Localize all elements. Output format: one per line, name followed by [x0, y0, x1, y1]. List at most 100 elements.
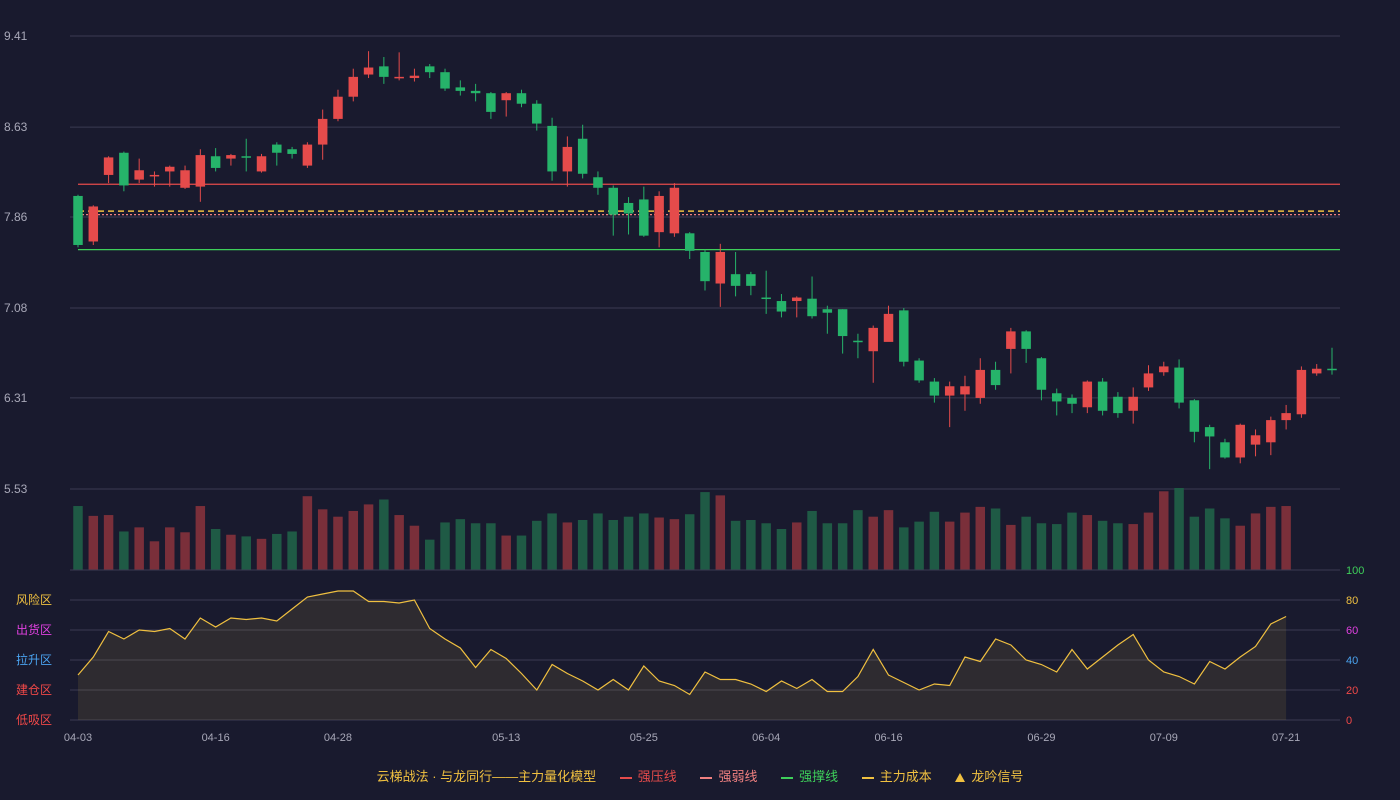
candle: [639, 186, 649, 237]
volume-bar: [700, 492, 710, 570]
candle-body: [256, 156, 267, 172]
candle-body: [792, 297, 802, 302]
legend-item-strong-support: 强撑线: [781, 766, 838, 785]
candle: [1159, 361, 1169, 376]
volume-bar: [165, 527, 175, 570]
candle-body: [363, 67, 374, 75]
volume-bar: [256, 538, 267, 570]
candle-body: [776, 301, 787, 312]
candle-body: [195, 155, 206, 187]
candle: [379, 57, 389, 84]
indicator-area: [78, 591, 1287, 720]
candle-body: [562, 146, 573, 172]
triangle-up-icon: [955, 773, 966, 783]
legend-label: 强撑线: [799, 769, 839, 784]
legend-item-main-cost: 主力成本: [861, 766, 932, 785]
candle: [547, 117, 557, 181]
candle-body: [1189, 400, 1200, 432]
volume-bar: [684, 514, 695, 570]
candle-body: [226, 155, 236, 159]
candle: [486, 92, 496, 119]
volume-bar: [562, 522, 573, 570]
volume-bar: [134, 527, 144, 570]
candle-body: [409, 75, 420, 79]
volume-bar: [195, 506, 206, 570]
volume-bar: [761, 523, 771, 570]
candle: [302, 142, 313, 168]
candle: [1143, 365, 1154, 391]
candle: [532, 100, 542, 131]
candle: [975, 358, 986, 404]
volume-bar: [394, 515, 404, 570]
horizontal-lines: [78, 183, 1340, 251]
volume-bar: [1204, 508, 1215, 570]
candles: [73, 51, 1337, 470]
date-tick-label: 04-16: [202, 732, 230, 744]
candle-body: [470, 90, 481, 94]
volume-bar: [1235, 525, 1245, 570]
volume-bar: [746, 519, 756, 570]
candle: [868, 325, 878, 383]
candle: [73, 194, 83, 248]
candle-body: [241, 156, 251, 158]
volume-bar: [608, 519, 618, 570]
volume-bar: [1143, 512, 1154, 570]
candle: [1281, 404, 1291, 430]
volume-bar: [929, 511, 940, 570]
candle-body: [180, 170, 190, 188]
volume-bar: [241, 536, 251, 570]
legend-line-solid-icon: [781, 776, 794, 779]
zone-label: 风险区: [16, 592, 52, 607]
candle: [1296, 366, 1307, 418]
candle-body: [1311, 368, 1322, 374]
legend-label: 强压线: [637, 769, 677, 784]
candle: [455, 80, 466, 96]
candle-body: [88, 206, 99, 242]
candle-body: [593, 177, 603, 188]
candle-body: [990, 369, 1001, 386]
volume-bar: [1097, 520, 1108, 570]
price-tick-label: 6.31: [4, 391, 28, 405]
volume-bar: [1021, 516, 1031, 570]
indicator-tick-label: 20: [1346, 685, 1358, 697]
legend-line-solid-icon: [619, 776, 632, 779]
volume-bar: [837, 523, 848, 570]
candle: [593, 171, 603, 195]
candle-body: [684, 233, 695, 251]
volume-bar: [623, 516, 634, 570]
date-tick-label: 06-29: [1027, 732, 1055, 744]
legend-item-strong-pressure: 强压线: [619, 766, 677, 785]
candle-body: [1220, 442, 1230, 458]
candle: [1067, 394, 1077, 414]
candle-body: [944, 386, 955, 396]
zone-label: 低吸区: [16, 713, 52, 727]
candle-body: [1128, 396, 1138, 411]
candle-body: [424, 66, 435, 73]
volume-bar: [853, 510, 863, 570]
candle: [1250, 429, 1261, 457]
candle: [746, 271, 756, 296]
candle: [776, 294, 787, 318]
candle: [837, 309, 848, 354]
volume-bar: [1036, 523, 1047, 570]
candle: [394, 52, 404, 81]
volume-bar: [577, 519, 588, 570]
candle: [1189, 399, 1200, 443]
volume-bar: [409, 525, 420, 570]
volume-bar: [287, 531, 297, 570]
candle: [119, 151, 129, 192]
candle-body: [746, 274, 756, 286]
candle: [577, 124, 588, 179]
volume-bar: [379, 499, 389, 570]
candle-body: [669, 187, 680, 234]
candle: [623, 197, 634, 235]
volume-bar: [1051, 524, 1062, 570]
volume-bar: [1082, 515, 1093, 570]
candle: [1097, 378, 1108, 416]
volume-bar: [730, 520, 741, 570]
date-tick-label: 05-25: [630, 732, 658, 744]
volume-bar: [455, 519, 466, 570]
volume-bar: [975, 506, 986, 570]
candle-body: [639, 199, 649, 236]
